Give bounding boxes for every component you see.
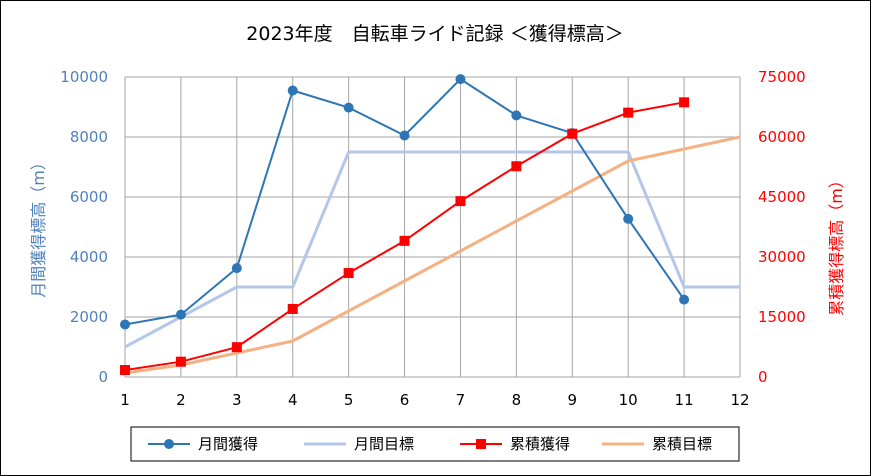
grid-lines (124, 76, 741, 378)
legend-label: 累積獲得 (510, 435, 570, 453)
x-tick-label: 1 (120, 391, 130, 409)
data-point (623, 107, 634, 118)
legend-item: 月間目標 (304, 435, 414, 453)
data-point (399, 130, 410, 141)
data-point (287, 85, 298, 96)
data-point (399, 235, 410, 246)
legend-label: 累積目標 (652, 435, 712, 453)
left-axis-label: 月間獲得標高（m） (29, 154, 48, 298)
x-tick-label: 10 (619, 391, 638, 409)
data-point (455, 74, 466, 85)
x-tick-label: 11 (675, 391, 694, 409)
legend-marker (476, 439, 486, 449)
x-tick-label: 8 (512, 391, 522, 409)
data-point (567, 128, 578, 139)
x-tick-label: 2 (176, 391, 186, 409)
right-tick-label: 0 (758, 368, 768, 386)
data-point (455, 196, 466, 207)
legend-label: 月間目標 (354, 435, 414, 453)
data-point (231, 342, 242, 353)
series-line (124, 135, 741, 375)
data-point (343, 268, 354, 279)
right-tick-label: 15000 (758, 308, 806, 326)
x-tick-label: 9 (567, 391, 577, 409)
data-point (175, 309, 186, 320)
data-point (287, 303, 298, 314)
data-point (511, 161, 522, 172)
x-axis-ticks: 1 2 3 4 5 6 7 8 9 10 11 12 (120, 391, 749, 409)
data-point (120, 319, 130, 330)
right-tick-label: 75000 (758, 68, 806, 86)
x-tick-label: 5 (344, 391, 354, 409)
x-tick-label: 6 (400, 391, 410, 409)
data-point (679, 294, 690, 305)
left-axis-ticks: 0 2000 4000 6000 8000 10000 (60, 68, 108, 386)
x-tick-label: 7 (456, 391, 466, 409)
left-tick-label: 10000 (60, 68, 108, 86)
data-point (343, 102, 354, 113)
data-point (679, 97, 690, 108)
right-tick-label: 30000 (758, 248, 806, 266)
x-tick-label: 3 (232, 391, 242, 409)
right-tick-label: 60000 (758, 128, 806, 146)
legend-label: 月間獲得 (198, 435, 258, 453)
right-axis-ticks: 0 15000 30000 45000 60000 75000 (758, 68, 806, 386)
legend: 月間獲得 月間目標 累積獲得 累積目標 (130, 426, 740, 462)
right-axis-label: 累積獲得標高（m） (827, 172, 846, 316)
data-point (231, 263, 242, 274)
data-point (175, 356, 186, 367)
legend-item: 累積獲得 (460, 435, 570, 453)
x-tick-label: 4 (288, 391, 298, 409)
series-group (120, 74, 741, 375)
data-point (511, 110, 522, 121)
data-point (623, 213, 634, 224)
right-tick-label: 45000 (758, 188, 806, 206)
legend-marker (164, 439, 174, 449)
legend-item: 累積目標 (602, 435, 712, 453)
left-tick-label: 2000 (70, 308, 108, 326)
left-tick-label: 0 (98, 368, 108, 386)
left-tick-label: 8000 (70, 128, 108, 146)
chart-title: 2023年度 自転車ライド記録 ＜獲得標高＞ (246, 23, 623, 45)
left-tick-label: 6000 (70, 188, 108, 206)
series-2 (124, 150, 740, 349)
x-tick-label: 12 (730, 391, 749, 409)
series-4 (124, 135, 741, 375)
data-point (120, 365, 130, 375)
legend-item: 月間獲得 (148, 435, 258, 453)
legend-box (130, 426, 740, 462)
series-line (124, 150, 740, 349)
series-3 (120, 97, 690, 375)
left-tick-label: 4000 (70, 248, 108, 266)
